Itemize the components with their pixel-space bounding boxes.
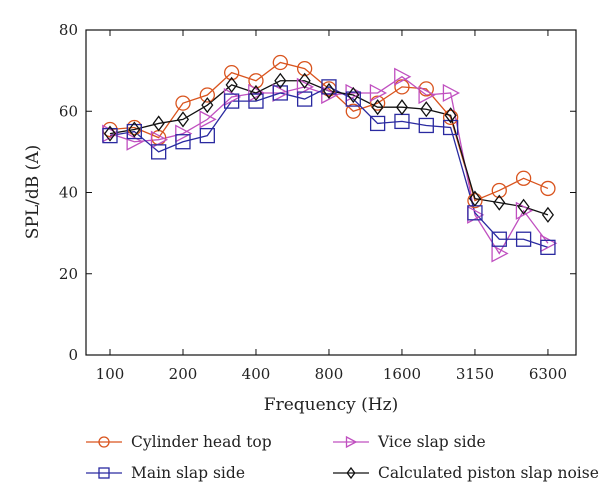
series-1-point [248, 83, 266, 103]
series-2-point [248, 93, 264, 109]
x-axis-label: Frequency (Hz) [264, 395, 398, 415]
series-3-point [128, 121, 141, 138]
series-3-point [103, 125, 117, 142]
series-2-point [126, 123, 142, 140]
series-0-point [199, 87, 215, 103]
series-1-point [369, 83, 388, 103]
series-3-point [517, 198, 530, 215]
series-line-2 [109, 86, 549, 248]
series-3-point [225, 76, 238, 93]
x-tick-label: 3150 [456, 365, 494, 383]
series-1-point [321, 85, 339, 105]
x-tick-label: 100 [96, 365, 125, 383]
series-3-point [444, 107, 457, 124]
legend-label: Main slap side [131, 464, 245, 482]
series-3-point [322, 82, 336, 100]
x-tick-label: 800 [315, 365, 344, 383]
series-3-point [420, 101, 433, 118]
series-1-point [515, 201, 534, 220]
series-3-point [395, 99, 409, 116]
series-1-point [394, 67, 412, 86]
series-line-0 [109, 61, 549, 202]
series-line-1 [109, 75, 549, 255]
series-2-point [296, 91, 313, 107]
series-3-point [347, 86, 360, 104]
series-1-point [418, 85, 436, 105]
series-2-point [272, 85, 288, 101]
y-tick-label: 0 [68, 346, 78, 364]
series-2-point [151, 144, 167, 160]
series-0-point [442, 109, 459, 125]
series-1-point [150, 130, 169, 149]
series-1-point [126, 132, 144, 151]
legend-marker [345, 435, 358, 449]
series-2-point [345, 91, 361, 107]
series-0-point [491, 182, 507, 199]
series-0-point [369, 95, 386, 111]
series-1-point [442, 83, 461, 103]
x-tick-label: 400 [242, 365, 271, 383]
legend-item: Vice slap side [333, 433, 486, 451]
series-1-point [175, 124, 193, 143]
series-0-point [345, 103, 361, 119]
series-2-point [102, 127, 118, 144]
legend-marker [346, 466, 356, 480]
axis-ticks: 0 20 40 60 80 100 200 400 800 1600 3150 6300 [59, 21, 576, 383]
legend-label: Cylinder head top [131, 433, 272, 451]
series-3-point [493, 194, 506, 211]
series-3-point [371, 99, 384, 116]
series-2-point [223, 93, 240, 109]
series-0-point [223, 65, 240, 81]
plot-frame [85, 29, 577, 356]
series-markers [102, 54, 558, 263]
series-3-point [176, 111, 190, 128]
series-0-point [540, 180, 556, 197]
legend-label: Vice slap side [377, 433, 486, 451]
series-3-point [152, 115, 165, 132]
y-tick-label: 60 [59, 102, 78, 120]
legend-label: Calculated piston slap noise [378, 464, 599, 482]
series-2-point [418, 117, 434, 134]
legend-marker [98, 436, 110, 448]
plot-area [85, 29, 577, 356]
x-tick-label: 6300 [529, 365, 567, 383]
series-1-point [199, 110, 217, 129]
series-0-point [175, 95, 191, 111]
y-axis-label: SPL/dB (A) [23, 145, 43, 239]
series-2-point [369, 115, 386, 132]
series-3-point [249, 84, 263, 102]
y-tick-label: 40 [59, 184, 78, 202]
series-2-point [442, 119, 459, 136]
series-1-point [491, 244, 509, 263]
series-0-point [296, 60, 313, 77]
legend-item: Cylinder head top [86, 433, 272, 451]
series-0-point [515, 170, 532, 186]
series-0-point [248, 73, 264, 89]
y-tick-label: 20 [59, 265, 78, 283]
series-3-point [274, 72, 287, 89]
series-2-point [540, 239, 556, 255]
series-3-point [468, 190, 482, 207]
series-0-point [272, 54, 288, 71]
y-tick-label: 80 [59, 21, 78, 39]
series-0-point [467, 192, 483, 209]
series-lines [109, 61, 549, 255]
legend: Cylinder head top Vice slap side Main slap… [86, 433, 599, 482]
series-3-point [201, 97, 214, 114]
x-tick-label: 200 [169, 365, 198, 383]
series-3-point [298, 72, 311, 89]
legend-item: Main slap side [86, 464, 245, 482]
legend-item: Calculated piston slap noise [333, 464, 599, 482]
series-0-point [394, 79, 410, 95]
series-2-point [491, 231, 507, 247]
series-2-point [515, 231, 532, 247]
series-1-point [296, 77, 315, 96]
series-2-point [321, 79, 337, 95]
series-2-point [175, 134, 191, 150]
x-tick-label: 1600 [383, 365, 421, 383]
series-3-point [541, 206, 555, 223]
series-2-point [199, 127, 215, 144]
legend-marker [98, 467, 110, 479]
